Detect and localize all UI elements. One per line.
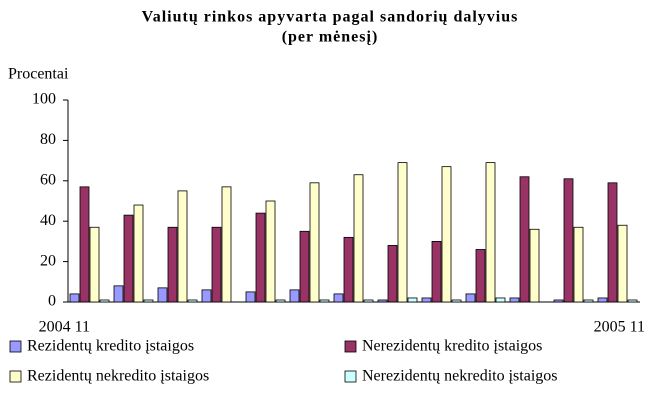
y-axis-label: Procentai (8, 66, 69, 83)
bar (221, 186, 232, 303)
bar (265, 200, 276, 303)
bar (299, 230, 310, 303)
bar (89, 226, 100, 303)
bar (377, 299, 388, 303)
bar (583, 299, 594, 303)
bar (431, 240, 442, 303)
bar (309, 182, 320, 303)
bar (475, 249, 486, 303)
x-tick-label: 2005 11 (594, 319, 645, 336)
y-tick-label: 0 (48, 293, 56, 310)
bar (201, 289, 212, 303)
bar (363, 299, 374, 303)
bar (441, 166, 452, 303)
bar (607, 182, 618, 303)
y-tick-label: 60 (40, 171, 56, 188)
legend-swatch (344, 340, 357, 353)
bar (319, 299, 330, 303)
bar (573, 226, 584, 303)
bar (597, 297, 608, 303)
bar (99, 299, 110, 303)
bar (617, 224, 628, 303)
legend-swatch (344, 370, 357, 383)
bar (495, 297, 506, 303)
bar (397, 162, 408, 303)
bar (255, 212, 266, 303)
bar (143, 299, 154, 303)
bar (69, 293, 80, 303)
legend-swatch (9, 370, 22, 383)
bar (407, 297, 418, 303)
bar (167, 226, 178, 303)
bar (421, 297, 432, 303)
legend-label: Nerezidentų kredito įstaigos (362, 338, 542, 355)
chart-subtitle: (per mėnesį) (282, 29, 379, 46)
y-tick-label: 100 (32, 91, 56, 108)
bar (627, 299, 638, 303)
bar (451, 299, 462, 303)
bar (157, 287, 168, 303)
bar (485, 162, 496, 303)
bar (187, 299, 198, 303)
bar (79, 186, 90, 303)
bar (509, 297, 520, 303)
bar (275, 299, 286, 303)
bar (113, 285, 124, 303)
bar (553, 299, 564, 303)
legend-label: Rezidentų kredito įstaigos (27, 338, 194, 355)
legend-label: Nerezidentų nekredito įstaigos (362, 368, 558, 385)
bar (353, 174, 364, 303)
bar (133, 204, 144, 303)
legend-label: Rezidentų nekredito įstaigos (27, 368, 209, 385)
bar (343, 236, 354, 303)
bar (123, 214, 134, 303)
y-tick-label: 80 (40, 131, 56, 148)
bar (519, 176, 530, 303)
bar (387, 245, 398, 303)
chart-title: Valiutų rinkos apyvarta pagal sandorių d… (142, 9, 519, 26)
x-tick-label: 2004 11 (39, 319, 90, 336)
y-tick-label: 20 (40, 252, 56, 269)
bar (333, 293, 344, 303)
legend-swatch (9, 340, 22, 353)
y-tick-label: 40 (40, 212, 56, 229)
bar (177, 190, 188, 303)
bar (529, 228, 540, 303)
bar (465, 293, 476, 303)
bar (289, 289, 300, 303)
bar (211, 226, 222, 303)
bar (245, 291, 256, 303)
bar (563, 178, 574, 303)
